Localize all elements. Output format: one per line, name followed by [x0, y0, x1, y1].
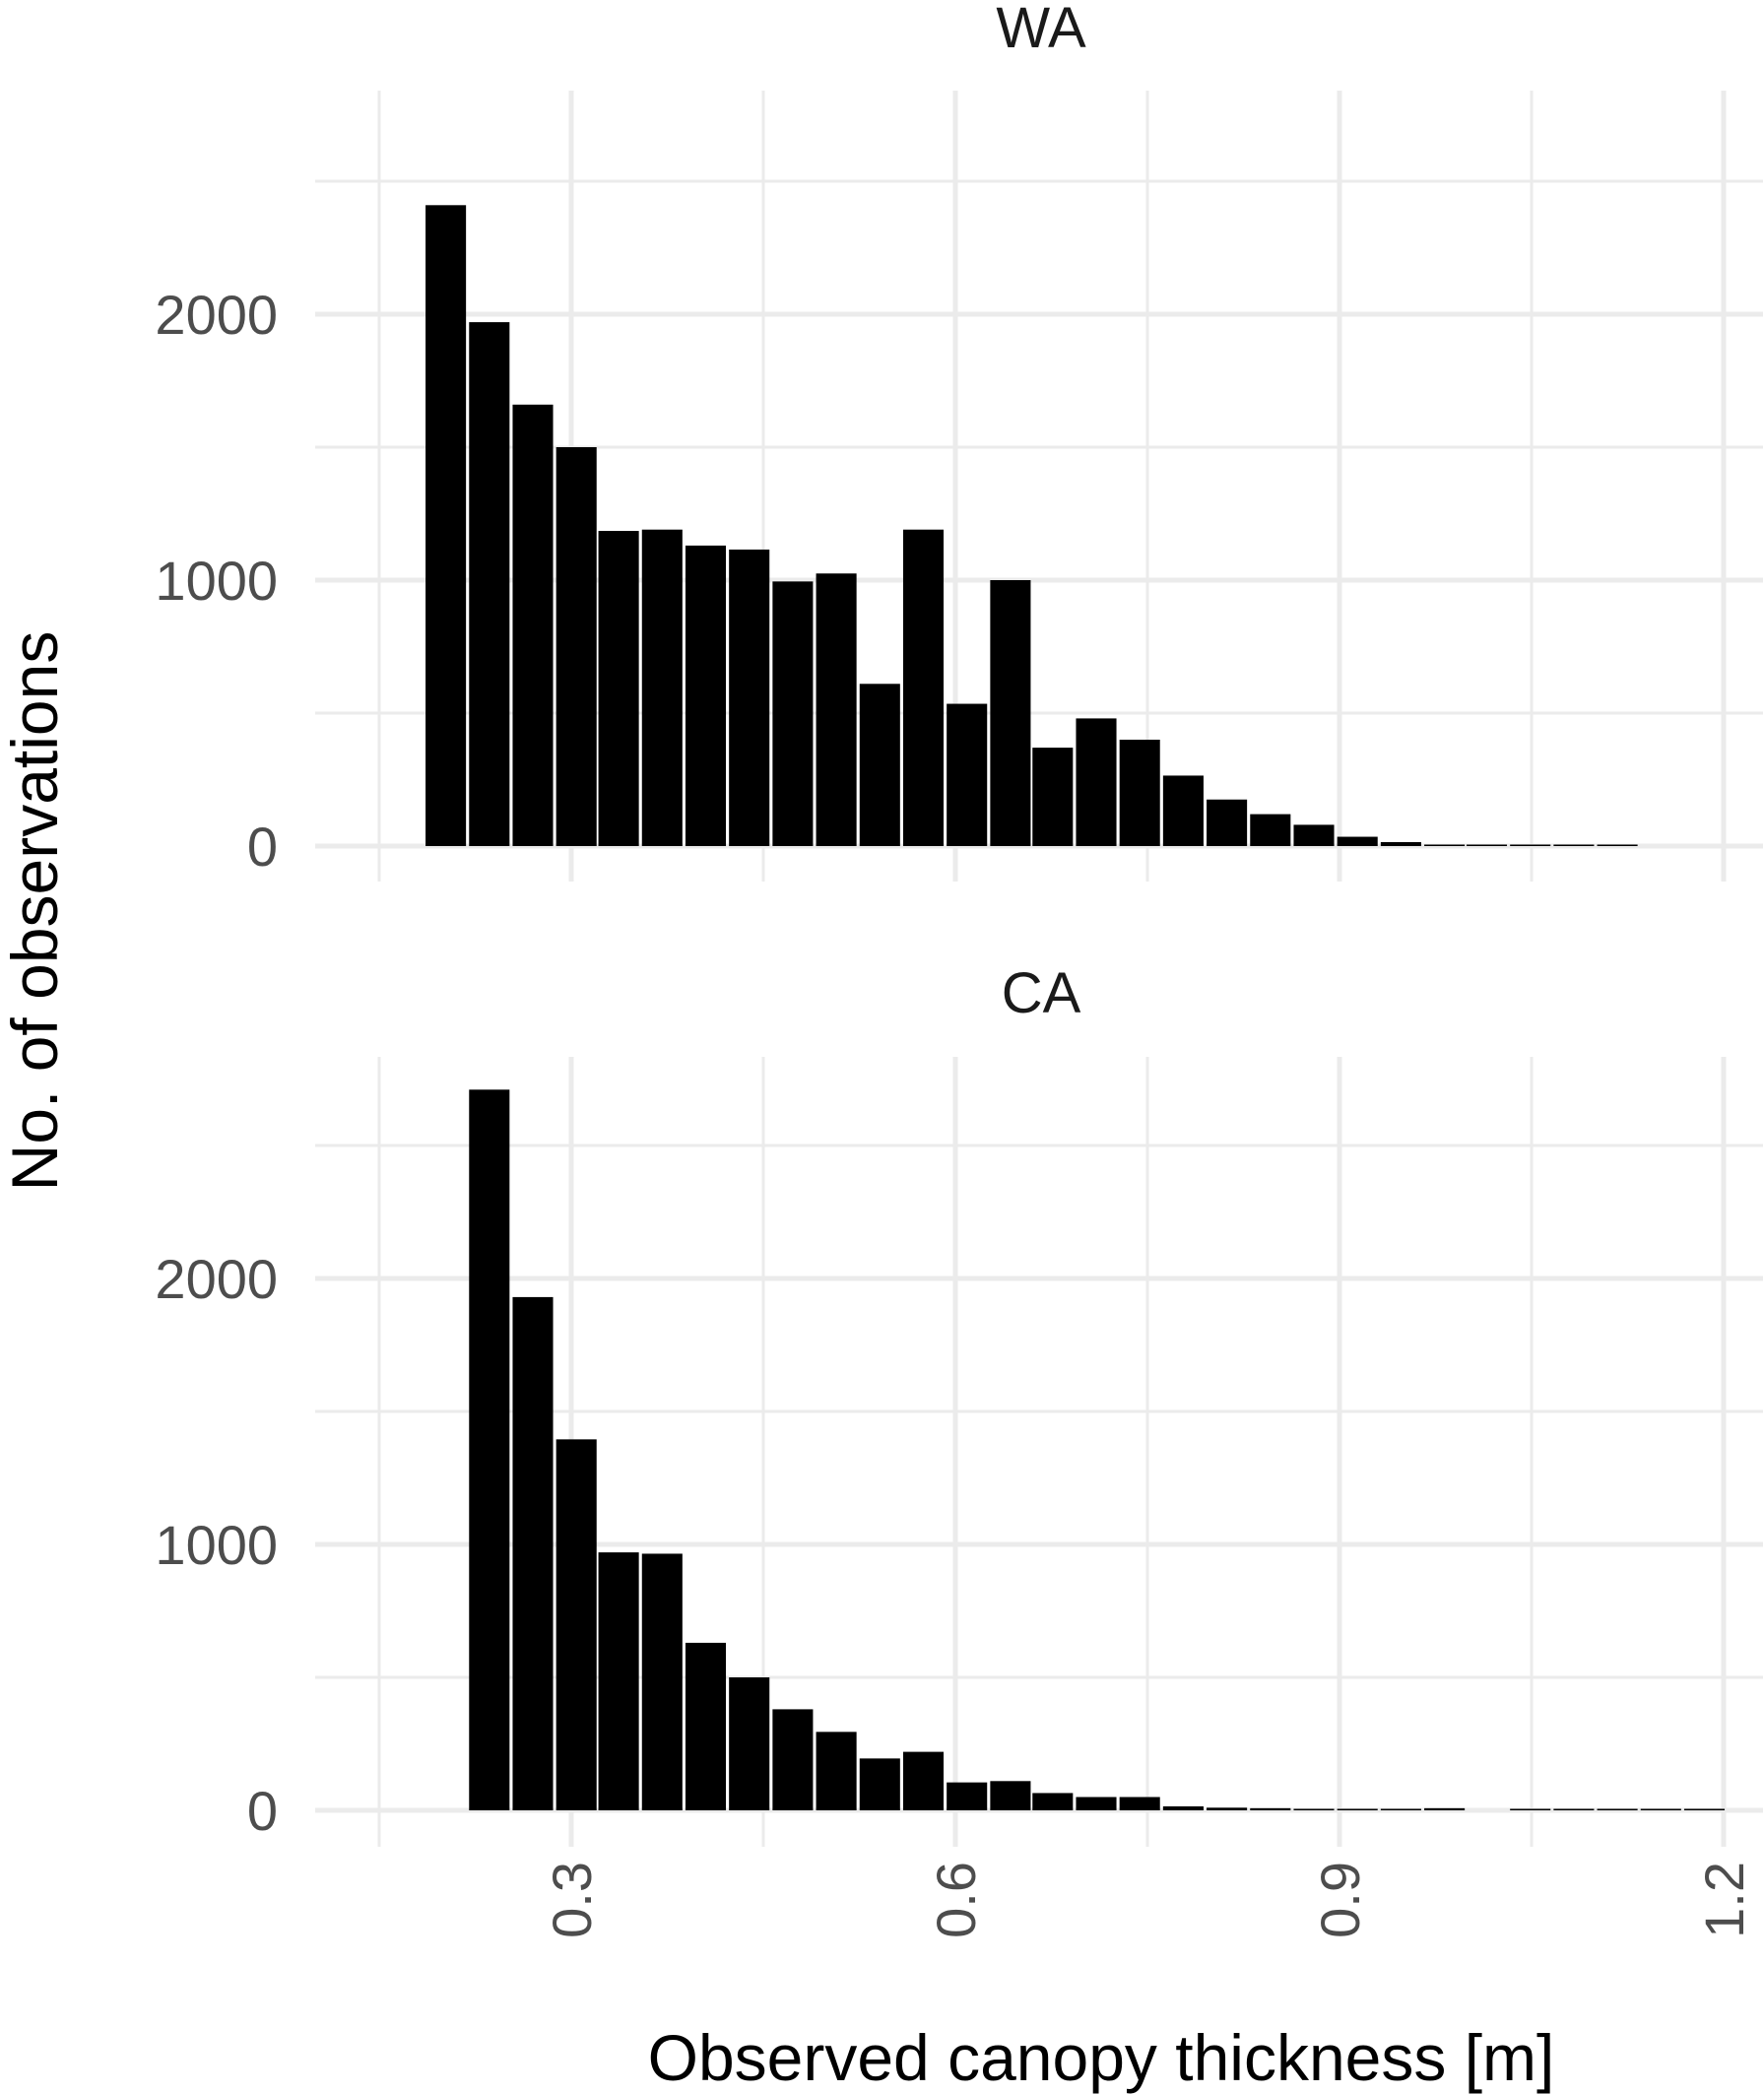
bar [469, 322, 510, 847]
bar [1424, 844, 1466, 846]
bar [1640, 1808, 1681, 1810]
bar [1076, 1797, 1117, 1810]
bar [598, 1552, 639, 1810]
y-tick-label: 0 [247, 1780, 278, 1842]
bar [512, 404, 554, 846]
bar [1510, 1808, 1551, 1810]
bar [1597, 844, 1638, 846]
x-tick-label: 0.9 [1309, 1862, 1371, 1938]
bar [469, 1089, 510, 1810]
y-tick-label: 2000 [155, 1248, 278, 1310]
x-tick-label: 0.3 [541, 1862, 603, 1938]
bar [1337, 1808, 1378, 1810]
bar [1510, 844, 1551, 846]
bar [512, 1296, 554, 1810]
bar [1337, 836, 1378, 846]
bar [685, 1642, 727, 1810]
bar [555, 1439, 597, 1810]
panel-ca: CA 0 1000 2000 [155, 961, 1763, 1847]
bar [1162, 775, 1204, 846]
panel-wa: WA 0 1000 2000 [155, 0, 1763, 882]
bar [1162, 1805, 1204, 1810]
bar [598, 531, 639, 846]
bar [859, 1758, 900, 1810]
bar [1032, 1793, 1074, 1810]
bar [859, 684, 900, 846]
x-tick-label: 0.6 [925, 1862, 987, 1938]
bar [947, 703, 988, 846]
bar [947, 1782, 988, 1810]
y-tick-label: 2000 [155, 284, 278, 346]
bar [1597, 1808, 1638, 1810]
bar [772, 1709, 814, 1810]
bar [1119, 1797, 1160, 1810]
y-tick-label: 1000 [155, 550, 278, 612]
bar [729, 549, 770, 846]
y-tick-label: 1000 [155, 1514, 278, 1576]
bar [1683, 1808, 1726, 1810]
panels-layer: WA 0 1000 2000 CA 0 1000 2000 [155, 0, 1763, 1847]
bar [816, 1732, 857, 1810]
bar [685, 545, 727, 846]
bar [1293, 1808, 1335, 1810]
bar [1119, 740, 1160, 846]
bar [1553, 844, 1595, 846]
x-axis-title: Observed canopy thickness [m] [648, 2021, 1555, 2094]
x-tick-label: 1.2 [1693, 1862, 1755, 1938]
panel-title: CA [1002, 961, 1081, 1025]
bar [902, 529, 945, 846]
bar [1207, 1807, 1248, 1810]
bar [729, 1677, 770, 1810]
bar [1466, 844, 1508, 846]
bar [1293, 824, 1335, 846]
bar [641, 1553, 683, 1810]
bar [990, 580, 1031, 846]
x-axis: 0.3 0.6 0.9 1.2 [541, 1862, 1755, 1938]
bar [990, 1781, 1031, 1810]
bar [425, 205, 467, 847]
bar [1032, 748, 1074, 846]
bar [1207, 799, 1248, 846]
bar [1250, 1807, 1291, 1810]
bar [1250, 814, 1291, 846]
y-axis-title: No. of observations [0, 631, 71, 1192]
panel-title: WA [996, 0, 1086, 60]
bar [1553, 1808, 1595, 1810]
bar [555, 447, 597, 846]
bar [816, 573, 857, 846]
bar [902, 1751, 945, 1810]
bar [1380, 841, 1421, 846]
bar [1076, 718, 1117, 846]
bar [1424, 1807, 1466, 1810]
y-tick-label: 0 [247, 816, 278, 878]
bar [1380, 1808, 1421, 1810]
bar [772, 581, 814, 846]
bar [641, 529, 683, 846]
